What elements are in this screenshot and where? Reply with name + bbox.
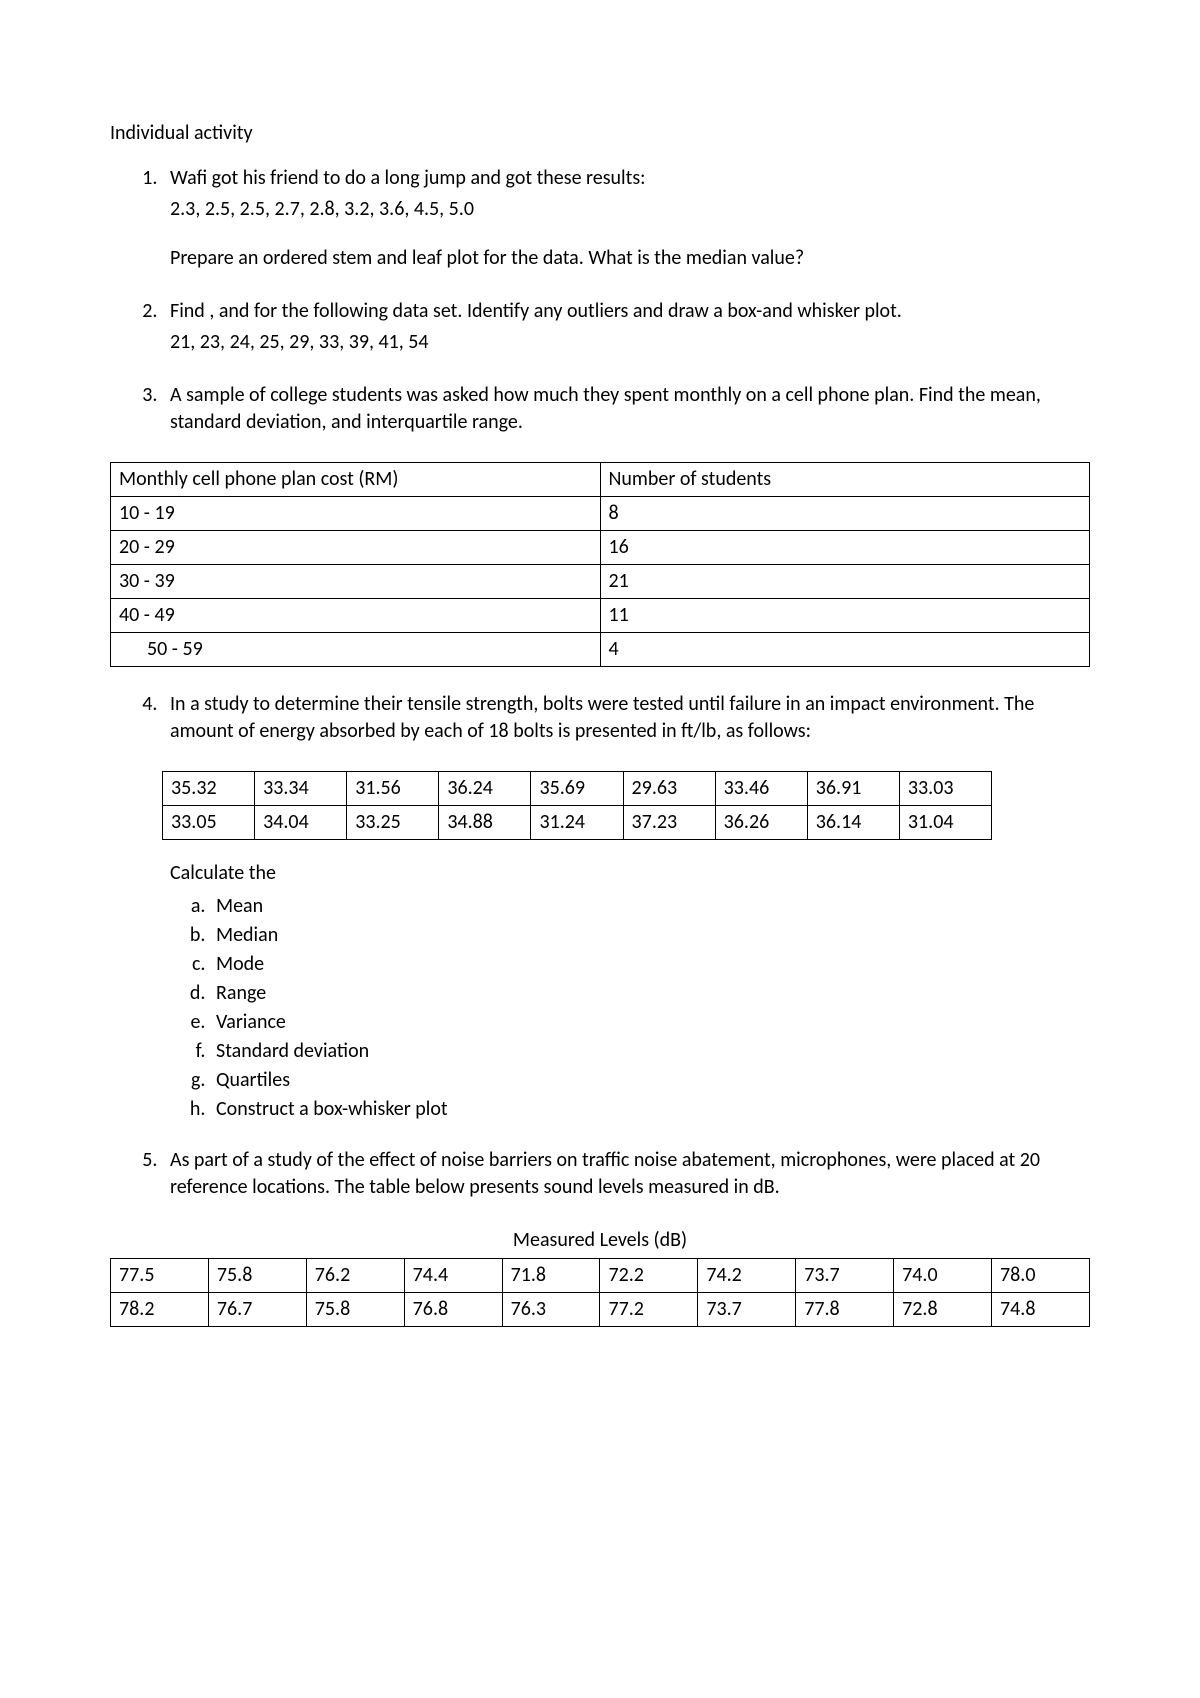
- question-2: Find , and for the following data set. I…: [162, 298, 1090, 356]
- q4-calc-block: Calculate the Mean Median Mode Range Var…: [170, 860, 1090, 1123]
- table-row: 20 - 29 16: [111, 531, 1090, 565]
- q5-cell: 76.3: [502, 1293, 600, 1327]
- q5-cell: 75.8: [208, 1259, 306, 1293]
- q4-item: Mean: [210, 893, 1090, 920]
- q4-subitems: Mean Median Mode Range Variance Standard…: [170, 893, 1090, 1123]
- q5-cell: 77.5: [111, 1259, 209, 1293]
- table-row: 30 - 39 21: [111, 565, 1090, 599]
- q5-cell: 78.0: [992, 1259, 1090, 1293]
- q5-line1: As part of a study of the effect of nois…: [170, 1148, 1040, 1199]
- q4-item: Quartiles: [210, 1067, 1090, 1094]
- q5-cell: 74.2: [698, 1259, 796, 1293]
- q4-item: Mode: [210, 951, 1090, 978]
- q5-cell: 75.8: [306, 1293, 404, 1327]
- q4-item: Standard deviation: [210, 1038, 1090, 1065]
- question-list: Wafi got his friend to do a long jump an…: [110, 165, 1090, 436]
- q3-cell: 50 - 59: [111, 633, 601, 667]
- q1-line1: Wafi got his friend to do a long jump an…: [170, 166, 646, 190]
- q3-cell: 10 - 19: [111, 497, 601, 531]
- q4-cell: 37.23: [623, 806, 715, 840]
- table-row: 77.5 75.8 76.2 74.4 71.8 72.2 74.2 73.7 …: [111, 1259, 1090, 1293]
- question-4: In a study to determine their tensile st…: [162, 691, 1090, 745]
- q5-cell: 77.8: [796, 1293, 894, 1327]
- q4-item: Construct a box-whisker plot: [210, 1096, 1090, 1123]
- q3-cell: 40 - 49: [111, 599, 601, 633]
- q5-cell: 78.2: [111, 1293, 209, 1327]
- q4-item: Variance: [210, 1009, 1090, 1036]
- q5-caption: Measured Levels (dB): [110, 1227, 1090, 1254]
- q5-cell: 72.8: [894, 1293, 992, 1327]
- table-row: 10 - 19 8: [111, 497, 1090, 531]
- q3-cell: 4: [600, 633, 1090, 667]
- question-1: Wafi got his friend to do a long jump an…: [162, 165, 1090, 272]
- q4-cell: 35.32: [163, 772, 255, 806]
- question-3: A sample of college students was asked h…: [162, 382, 1090, 436]
- q5-cell: 77.2: [600, 1293, 698, 1327]
- q3-cell: 21: [600, 565, 1090, 599]
- table-row: 33.05 34.04 33.25 34.88 31.24 37.23 36.2…: [163, 806, 992, 840]
- question-list-cont: In a study to determine their tensile st…: [110, 691, 1090, 745]
- table-row: 50 - 59 4: [111, 633, 1090, 667]
- q4-item: Range: [210, 980, 1090, 1007]
- q2-data: 21, 23, 24, 25, 29, 33, 39, 41, 54: [170, 329, 1090, 356]
- q4-cell: 31.04: [899, 806, 991, 840]
- q4-cell: 34.88: [439, 806, 531, 840]
- q3-cell: 30 - 39: [111, 565, 601, 599]
- question-5: As part of a study of the effect of nois…: [162, 1147, 1090, 1201]
- table-row: 78.2 76.7 75.8 76.8 76.3 77.2 73.7 77.8 …: [111, 1293, 1090, 1327]
- q4-cell: 33.05: [163, 806, 255, 840]
- q4-cell: 33.46: [715, 772, 807, 806]
- q2-line1: Find , and for the following data set. I…: [170, 299, 902, 323]
- q4-line1: In a study to determine their tensile st…: [170, 692, 1034, 743]
- page-title: Individual activity: [110, 120, 1090, 147]
- q5-cell: 76.7: [208, 1293, 306, 1327]
- q4-cell: 31.24: [531, 806, 623, 840]
- q3-cell: 8: [600, 497, 1090, 531]
- q4-calc-label: Calculate the: [170, 860, 1090, 887]
- q5-table: 77.5 75.8 76.2 74.4 71.8 72.2 74.2 73.7 …: [110, 1258, 1090, 1327]
- q4-cell: 33.25: [347, 806, 439, 840]
- q3-cell: 20 - 29: [111, 531, 601, 565]
- table-row: 40 - 49 11: [111, 599, 1090, 633]
- q4-cell: 36.26: [715, 806, 807, 840]
- q4-cell: 31.56: [347, 772, 439, 806]
- q1-data: 2.3, 2.5, 2.5, 2.7, 2.8, 3.2, 3.6, 4.5, …: [170, 196, 1090, 223]
- q1-line2: Prepare an ordered stem and leaf plot fo…: [170, 245, 1090, 272]
- q4-table: 35.32 33.34 31.56 36.24 35.69 29.63 33.4…: [162, 771, 992, 840]
- q4-cell: 29.63: [623, 772, 715, 806]
- q5-cell: 74.0: [894, 1259, 992, 1293]
- q4-cell: 36.14: [807, 806, 899, 840]
- q3-cell: 16: [600, 531, 1090, 565]
- q5-cell: 74.8: [992, 1293, 1090, 1327]
- q4-cell: 36.24: [439, 772, 531, 806]
- q4-item: Median: [210, 922, 1090, 949]
- q3-table: Monthly cell phone plan cost (RM) Number…: [110, 462, 1090, 667]
- q4-cell: 36.91: [807, 772, 899, 806]
- q5-cell: 76.8: [404, 1293, 502, 1327]
- q4-cell: 33.03: [899, 772, 991, 806]
- question-list-cont2: As part of a study of the effect of nois…: [110, 1147, 1090, 1201]
- q5-cell: 73.7: [698, 1293, 796, 1327]
- q5-cell: 71.8: [502, 1259, 600, 1293]
- q3-line1: A sample of college students was asked h…: [170, 383, 1041, 434]
- page: Individual activity Wafi got his friend …: [0, 0, 1200, 1698]
- q5-cell: 76.2: [306, 1259, 404, 1293]
- q5-cell: 73.7: [796, 1259, 894, 1293]
- q4-cell: 35.69: [531, 772, 623, 806]
- table-row: 35.32 33.34 31.56 36.24 35.69 29.63 33.4…: [163, 772, 992, 806]
- q3-header-0: Monthly cell phone plan cost (RM): [111, 463, 601, 497]
- q4-cell: 34.04: [255, 806, 347, 840]
- q3-cell: 11: [600, 599, 1090, 633]
- table-row: Monthly cell phone plan cost (RM) Number…: [111, 463, 1090, 497]
- q5-cell: 74.4: [404, 1259, 502, 1293]
- q4-cell: 33.34: [255, 772, 347, 806]
- q3-header-1: Number of students: [600, 463, 1090, 497]
- q5-cell: 72.2: [600, 1259, 698, 1293]
